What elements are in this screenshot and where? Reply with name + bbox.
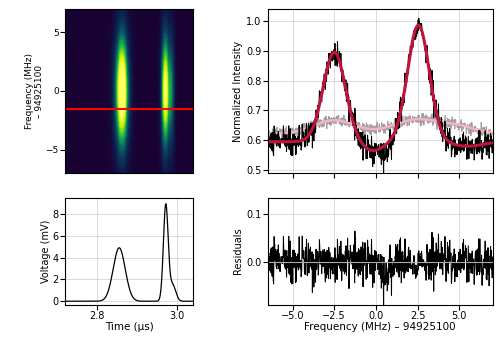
X-axis label: Frequency (MHz) – 94925100: Frequency (MHz) – 94925100 xyxy=(304,322,456,332)
Y-axis label: Normalized Intensity: Normalized Intensity xyxy=(234,40,243,141)
Y-axis label: Residuals: Residuals xyxy=(234,228,243,274)
Y-axis label: Voltage (mV): Voltage (mV) xyxy=(41,219,51,283)
X-axis label: Time (µs): Time (µs) xyxy=(105,322,154,332)
Y-axis label: Frequency (MHz)
– 94925100: Frequency (MHz) – 94925100 xyxy=(24,53,44,129)
